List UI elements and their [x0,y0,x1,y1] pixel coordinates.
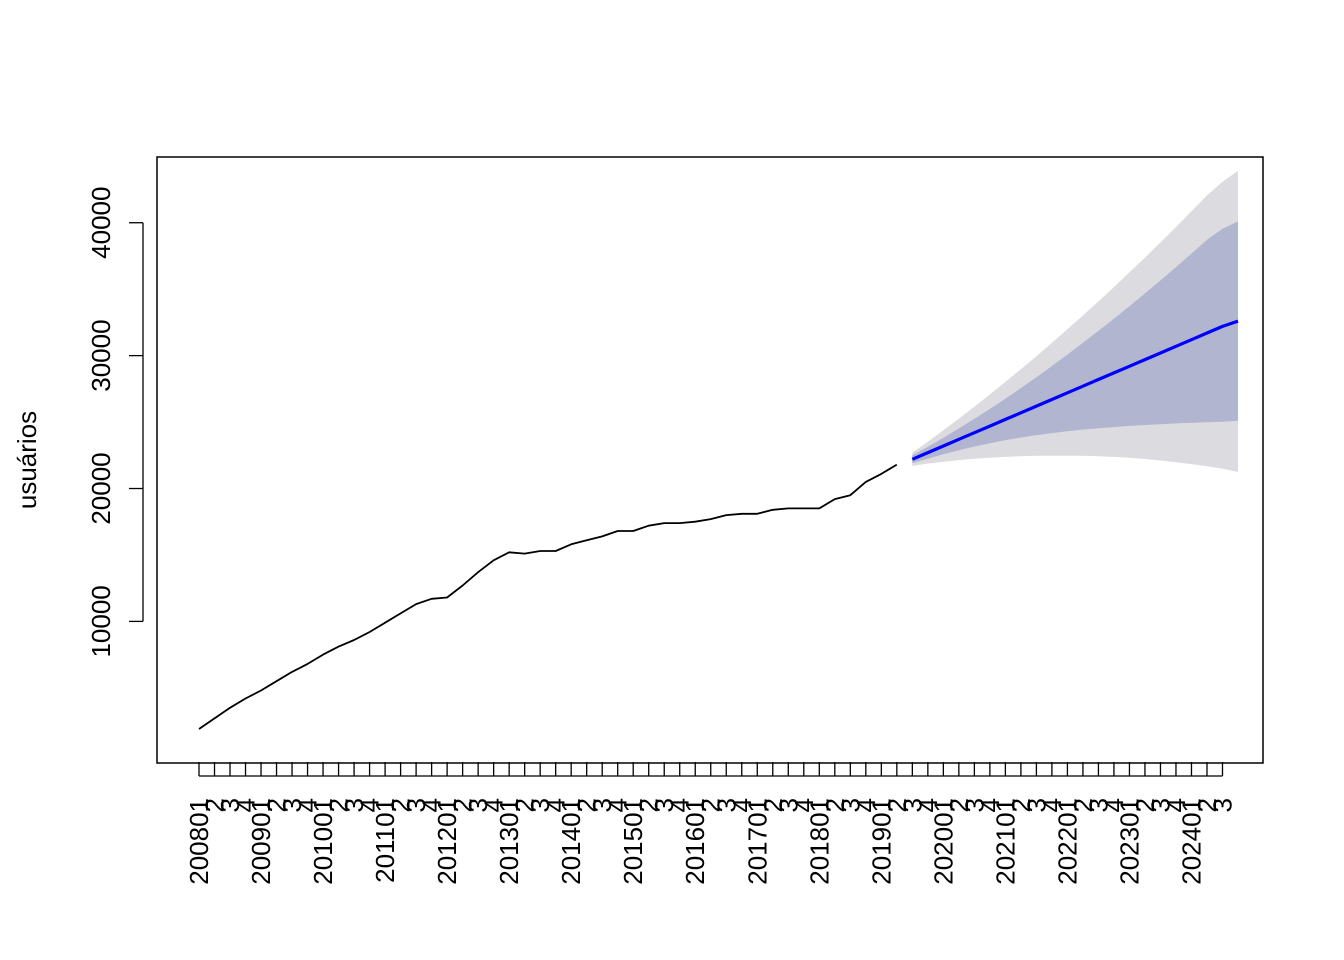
x-tick-label: 4 [789,798,819,812]
x-tick-label: 202301 [1114,798,1144,885]
x-tick-label: 4 [851,798,881,812]
x-tick-label: 2 [882,798,912,812]
x-tick-label: 4 [665,798,695,812]
x-tick-label: 202101 [990,798,1020,885]
x-tick-label: 201701 [742,798,772,885]
x-axis: 2008012342009012342010012342011012342012… [184,762,1238,885]
x-tick-label: 3 [897,798,927,812]
x-tick-label: 4 [913,798,943,812]
x-tick-label: 2 [386,798,416,812]
x-tick-label: 201301 [494,798,524,885]
x-tick-label: 4 [603,798,633,812]
x-tick-label: 2 [448,798,478,812]
x-tick-label: 3 [587,798,617,812]
x-tick-label: 2 [262,798,292,812]
interval-bands [912,170,1238,472]
x-tick-label: 3 [773,798,803,812]
x-tick-label: 202001 [928,798,958,885]
x-tick-label: 201601 [680,798,710,885]
x-tick-label: 3 [339,798,369,812]
x-tick-label: 201501 [618,798,648,885]
x-tick-label: 3 [649,798,679,812]
x-tick-label: 3 [1083,798,1113,812]
x-tick-label: 4 [975,798,1005,812]
x-tick-label: 4 [541,798,571,812]
x-tick-label: 201801 [804,798,834,885]
x-tick-label: 3 [1021,798,1051,812]
x-tick-label: 2 [758,798,788,812]
x-tick-label: 3 [959,798,989,812]
x-tick-label: 4 [417,798,447,812]
x-tick-label: 3 [835,798,865,812]
y-tick-label: 30000 [86,319,116,391]
x-tick-label: 3 [463,798,493,812]
x-tick-label: 3 [215,798,245,812]
observed-series-line [198,463,898,730]
x-tick-label: 4 [1161,798,1191,812]
x-tick-label: 4 [355,798,385,812]
x-tick-label: 201001 [308,798,338,885]
x-tick-label: 2 [944,798,974,812]
x-tick-label: 200801 [184,798,214,885]
x-tick-label: 4 [1099,798,1129,812]
x-tick-label: 2 [696,798,726,812]
plot-frame [156,156,1264,764]
x-tick-label: 3 [1208,798,1238,812]
x-tick-label: 4 [1037,798,1067,812]
x-tick-label: 2 [634,798,664,812]
x-tick-label: 4 [231,798,261,812]
y-tick-label: 40000 [86,187,116,259]
series-lines [198,319,1239,730]
x-tick-label: 201901 [866,798,896,885]
x-tick-label: 4 [727,798,757,812]
x-tick-label: 3 [1146,798,1176,812]
y-tick-label: 10000 [86,585,116,657]
x-tick-label: 200901 [246,798,276,885]
y-axis-label: usuários [12,411,42,509]
x-tick-label: 202201 [1052,798,1082,885]
x-tick-label: 2 [324,798,354,812]
x-tick-label: 2 [820,798,850,812]
x-tick-label: 3 [277,798,307,812]
x-tick-label: 3 [401,798,431,812]
x-tick-label: 201201 [432,798,462,885]
x-tick-label: 2 [572,798,602,812]
x-tick-label: 2 [1192,798,1222,812]
x-tick-label: 2 [1068,798,1098,812]
x-tick-label: 201101 [370,798,400,883]
x-tick-label: 3 [711,798,741,812]
x-tick-label: 2 [200,798,230,812]
x-tick-label: 4 [479,798,509,812]
interval-80-band [912,221,1238,464]
x-tick-label: 4 [293,798,323,812]
x-tick-label: 202401 [1177,798,1207,885]
x-tick-label: 2 [1006,798,1036,812]
x-tick-label: 2 [1130,798,1160,812]
x-tick-label: 2 [510,798,540,812]
y-axis: 10000 20000 30000 40000 [86,187,144,658]
forecast-series-line [911,319,1239,461]
x-tick-label: 201401 [556,798,586,885]
x-tick-label: 3 [525,798,555,812]
y-tick-label: 20000 [86,452,116,524]
